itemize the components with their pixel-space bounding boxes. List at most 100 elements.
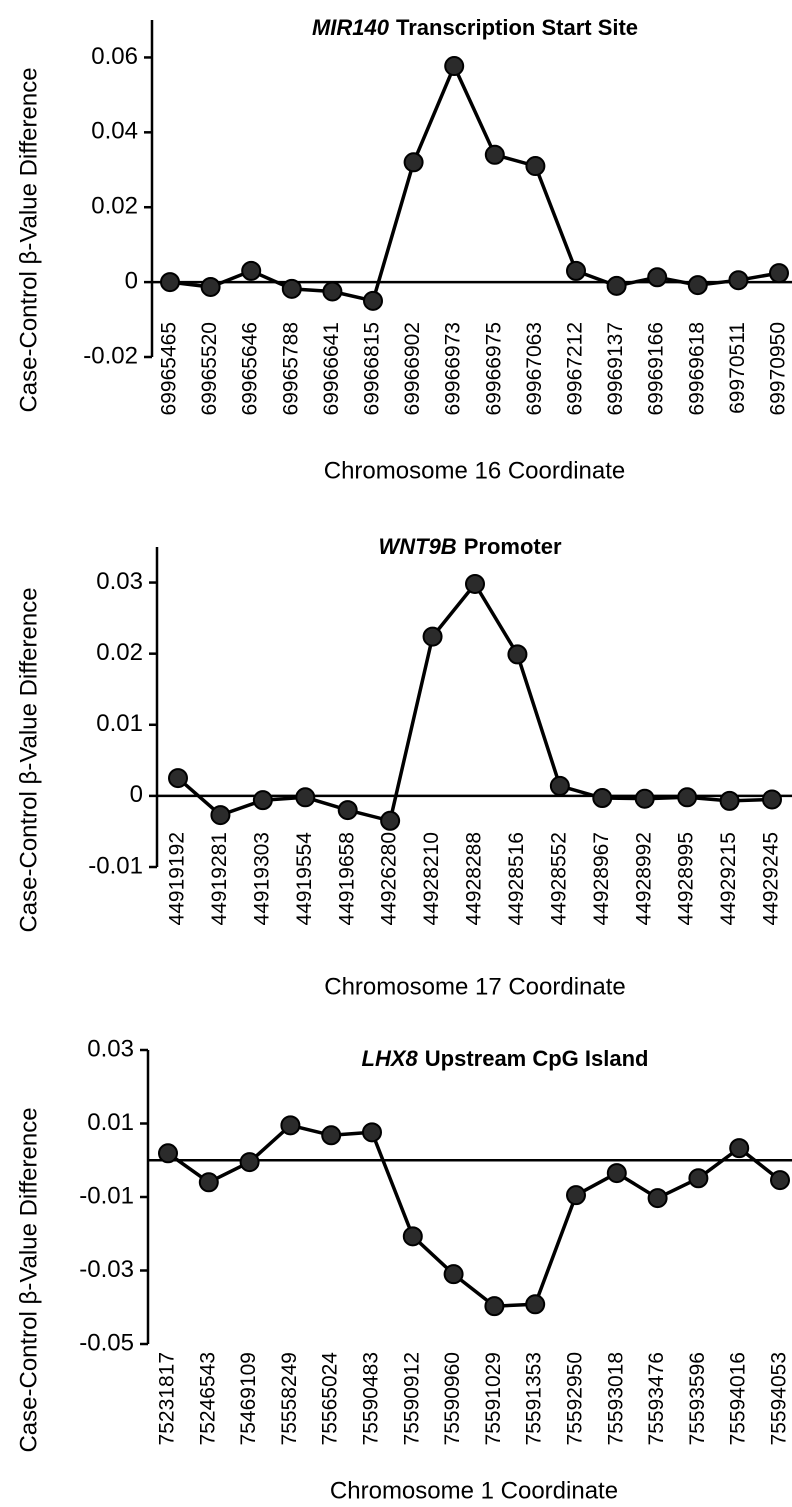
- data-point: [241, 260, 262, 281]
- x-tick-label: 75594053: [768, 1352, 791, 1445]
- x-tick-label: 44928516: [505, 832, 528, 925]
- data-point: [362, 1122, 382, 1143]
- data-line: [169, 64, 780, 303]
- x-axis-label: Chromosome 17 Coordinate: [324, 973, 626, 1000]
- x-tick-label: 75558249: [278, 1352, 301, 1445]
- x-tick-label: 44919281: [208, 832, 231, 925]
- x-tick-label: 75565024: [319, 1352, 342, 1446]
- x-tick-label: 69966902: [401, 322, 424, 415]
- data-point: [566, 260, 586, 281]
- x-tick-label: 75592950: [564, 1352, 587, 1445]
- data-point: [525, 1294, 546, 1315]
- y-tick-label: 0.04: [91, 118, 138, 145]
- data-point: [762, 789, 782, 810]
- title-part: Promoter: [464, 534, 562, 559]
- data-point: [281, 278, 302, 299]
- x-tick-label: 75590483: [360, 1352, 383, 1445]
- title-part: Upstream CpG Island: [425, 1046, 649, 1071]
- x-tick-label: 69970511: [726, 322, 749, 414]
- chart-title: WNT9B Promoter: [378, 534, 561, 559]
- data-point: [443, 1264, 464, 1285]
- x-tick-label: 75231817: [156, 1352, 179, 1445]
- x-axis-label: Chromosome 16 Coordinate: [324, 457, 626, 484]
- title-part: LHX8: [362, 1046, 419, 1071]
- x-tick-label: 69965646: [239, 322, 262, 415]
- data-point: [647, 1188, 668, 1209]
- title-part: MIR140: [312, 15, 390, 40]
- data-point: [592, 788, 613, 809]
- y-tick-label: 0: [130, 781, 143, 808]
- chart: -0.01 0 0.01 0.02 0.03 44919192 44919281 449193…: [15, 534, 792, 1000]
- data-point: [200, 276, 221, 297]
- data-point: [729, 1138, 750, 1159]
- x-tick-label: 44928552: [547, 832, 570, 925]
- y-axis-label: Case-Control β-Value Difference: [15, 587, 42, 932]
- y-tick-label: -0.03: [79, 1256, 134, 1283]
- x-tick-label: 75590912: [400, 1352, 423, 1445]
- data-point: [606, 1163, 627, 1184]
- x-tick-label: 44928210: [420, 832, 443, 925]
- data-point: [422, 626, 443, 647]
- x-tick-label: 69967063: [523, 322, 546, 415]
- y-tick-label: -0.01: [79, 1182, 134, 1209]
- y-tick-label: 0.06: [91, 43, 138, 70]
- data-point: [158, 1143, 178, 1164]
- data-line: [176, 582, 773, 823]
- data-point: [160, 272, 180, 293]
- data-point: [252, 790, 273, 811]
- data-point: [525, 156, 546, 177]
- data-point: [677, 787, 698, 808]
- y-tick-label: 0.03: [87, 1035, 134, 1062]
- data-line: [166, 1123, 782, 1308]
- y-tick-label: -0.02: [83, 342, 138, 369]
- data-point: [647, 267, 668, 288]
- data-point: [321, 1125, 342, 1146]
- x-tick-label: 44929215: [717, 832, 740, 925]
- data-point: [363, 290, 383, 311]
- x-tick-label: 75469109: [237, 1352, 260, 1445]
- data-point: [402, 1226, 423, 1247]
- x-tick-label: 69966973: [442, 322, 465, 415]
- x-tick-label: 75593476: [645, 1352, 668, 1445]
- y-axis-label: Case-Control β-Value Difference: [15, 1107, 42, 1452]
- x-tick-label: 44929245: [760, 832, 783, 925]
- x-tick-label: 44926280: [378, 832, 401, 925]
- x-tick-label: 75591029: [482, 1352, 505, 1445]
- title-part: Transcription Start Site: [396, 15, 638, 40]
- x-tick-label: 44919554: [293, 832, 316, 926]
- x-tick-label: 44928992: [632, 832, 655, 925]
- x-tick-label: 75591353: [523, 1352, 546, 1445]
- x-tick-label: 44928967: [590, 832, 613, 925]
- y-tick-label: 0.01: [87, 1109, 134, 1136]
- y-axis-label: Case-Control β-Value Difference: [15, 67, 42, 412]
- x-tick-label: 69969166: [645, 322, 668, 415]
- data-point: [549, 775, 570, 796]
- chart-title: LHX8 Upstream CpG Island: [362, 1046, 649, 1071]
- data-point: [484, 144, 505, 165]
- x-tick-label: 69966641: [320, 322, 343, 415]
- data-point: [239, 1152, 260, 1173]
- data-point: [337, 800, 358, 821]
- data-point: [168, 768, 188, 789]
- x-tick-label: 69965520: [198, 322, 221, 415]
- data-point: [280, 1115, 301, 1136]
- data-point: [606, 275, 627, 296]
- x-tick-label: 44928288: [463, 832, 486, 925]
- x-tick-label: 44919658: [335, 832, 358, 925]
- chart-title: MIR140 Transcription Start Site: [312, 15, 638, 40]
- x-tick-label: 75593596: [686, 1352, 709, 1445]
- y-tick-label: 0.02: [96, 639, 143, 666]
- x-tick-label: 75593018: [604, 1352, 627, 1445]
- x-tick-label: 44919192: [166, 832, 189, 925]
- y-tick-label: -0.05: [79, 1329, 134, 1356]
- data-point: [380, 810, 401, 831]
- data-point: [198, 1172, 219, 1193]
- x-tick-label: 44928995: [675, 832, 698, 925]
- data-point: [769, 263, 789, 284]
- y-tick-label: 0.01: [96, 710, 143, 737]
- chart: -0.02 0 0.02 0.04 0.06 69965465 69965520 699656…: [15, 15, 792, 484]
- x-tick-label: 44919303: [250, 832, 273, 925]
- x-tick-label: 69969618: [685, 322, 708, 415]
